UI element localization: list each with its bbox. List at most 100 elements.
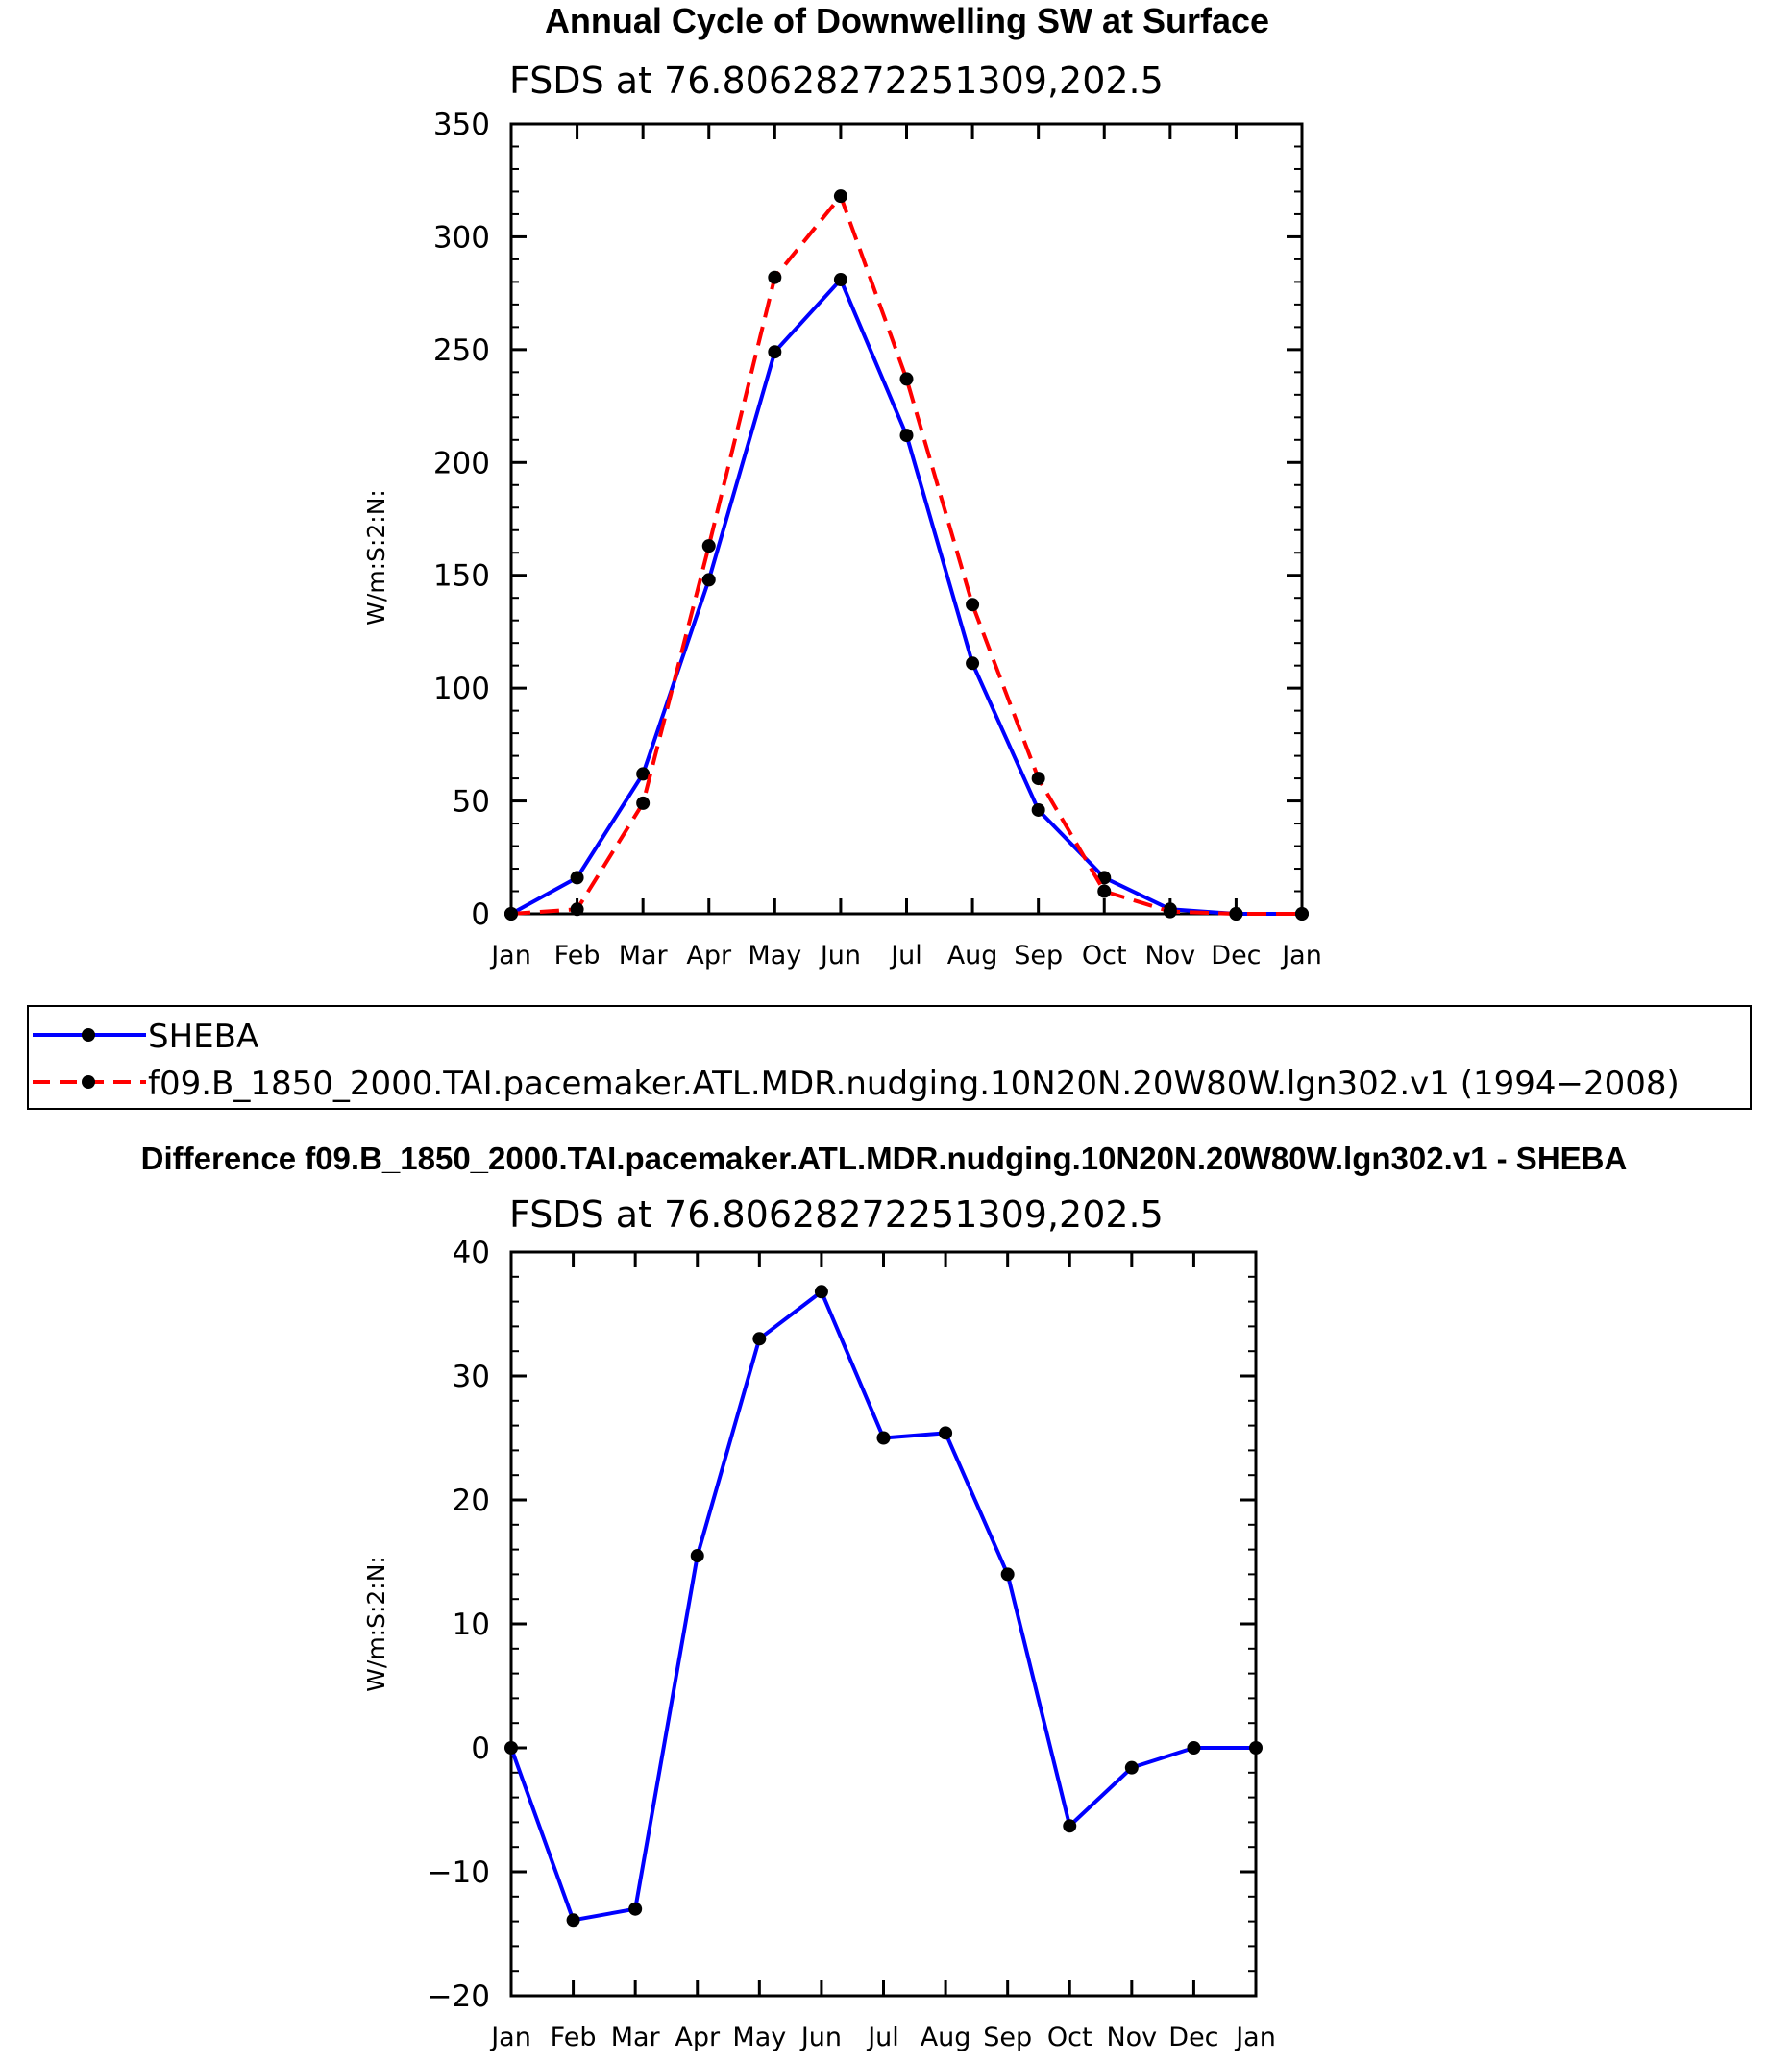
series-0-point [1249, 1741, 1263, 1755]
series-0-point [752, 1332, 767, 1346]
chart-1-series [504, 189, 1309, 921]
x-tick-label: Jan [489, 941, 531, 970]
series-1-point [1163, 904, 1177, 919]
y-tick-label: −20 [428, 1979, 490, 2014]
y-tick-label: 350 [433, 108, 490, 142]
x-tick-label: Dec [1211, 941, 1261, 970]
series-0-point [1000, 1567, 1015, 1582]
chart-1-y-axis-label: W/m:S:2:N: [362, 489, 390, 626]
series-1-point [1229, 907, 1243, 921]
legend-label-sheba: SHEBA [148, 1018, 258, 1056]
series-1-point [504, 907, 518, 921]
series-0-point [939, 1426, 953, 1440]
series-1-point [570, 902, 584, 917]
x-tick-label: Feb [551, 2023, 597, 2052]
y-tick-label: −10 [428, 1855, 490, 1890]
series-1-point [833, 189, 847, 204]
series-0-point [966, 656, 980, 671]
y-tick-label: 150 [433, 559, 490, 594]
series-0-point [504, 1741, 518, 1755]
x-tick-label: Sep [1014, 941, 1063, 970]
y-tick-label: 250 [433, 333, 490, 368]
series-1-point [899, 372, 914, 386]
y-tick-label: 30 [453, 1360, 490, 1394]
x-tick-label: May [748, 941, 801, 970]
x-tick-label: Oct [1047, 2023, 1092, 2052]
x-tick-label: Sep [983, 2023, 1032, 2052]
y-tick-label: 300 [433, 220, 490, 255]
legend-item-sheba: SHEBA [33, 1018, 258, 1056]
x-tick-label: Mar [611, 2023, 661, 2052]
x-tick-label: Jul [866, 2023, 899, 2052]
x-tick-label: Jun [799, 2023, 842, 2052]
y-tick-label: 50 [453, 785, 490, 820]
y-tick-label: 0 [471, 897, 490, 932]
chart-1-subtitle: FSDS at 76.80628272251309,202.5 [509, 60, 1164, 102]
series-0-point [566, 1913, 580, 1928]
x-tick-label: Mar [619, 941, 669, 970]
series-0-point [833, 273, 847, 287]
x-tick-label: Feb [554, 941, 601, 970]
series-1-point [1097, 884, 1112, 898]
chart-1-ticks [509, 122, 1304, 916]
x-tick-label: Apr [686, 941, 732, 970]
series-0-point [628, 1902, 643, 1916]
legend: SHEBA f09.B_1850_2000.TAI.pacemaker.ATL.… [27, 1005, 1752, 1110]
series-0-point [636, 767, 651, 781]
y-tick-label: 100 [433, 672, 490, 706]
x-tick-label: Apr [675, 2023, 721, 2052]
chart-2-x-tick-labels: Jan Feb Mar Apr May Jun Jul Aug Sep Oct Nov Dec Jan [489, 2023, 1276, 2052]
series-0-point [814, 1285, 828, 1299]
x-tick-label: Aug [947, 941, 998, 970]
x-tick-label: Jul [889, 941, 922, 970]
x-tick-label: Jan [1280, 941, 1322, 970]
chart-2: Difference f09.B_1850_2000.TAI.pacemaker… [141, 1141, 1628, 2052]
series-0-point [701, 573, 716, 587]
chart-1-x-tick-labels: Jan Feb Mar Apr May Jun Jul Aug Sep Oct Nov Dec Jan [489, 941, 1322, 970]
x-tick-label: Dec [1168, 2023, 1218, 2052]
chart-1-y-tick-labels: 0 50 100 150 200 250 300 350 [433, 108, 490, 932]
series-0-point [768, 345, 782, 359]
x-tick-label: Jun [819, 941, 861, 970]
y-tick-label: 40 [453, 1236, 490, 1270]
x-tick-label: Nov [1144, 941, 1195, 970]
y-tick-label: 0 [471, 1731, 490, 1766]
chart-2-title: Difference f09.B_1850_2000.TAI.pacemaker… [141, 1141, 1628, 1176]
chart-2-y-tick-labels: −20 −10 0 10 20 30 40 [428, 1236, 490, 2014]
y-tick-label: 20 [453, 1484, 490, 1518]
series-1-point [1295, 907, 1309, 921]
x-tick-label: May [732, 2023, 786, 2052]
series-0-point [1063, 1819, 1077, 1833]
legend-box [27, 1005, 1752, 1110]
y-tick-label: 200 [433, 446, 490, 480]
x-tick-label: Jan [489, 2023, 531, 2052]
chart-1: Annual Cycle of Downwelling SW at Surfac… [362, 1, 1322, 970]
chart-2-subtitle: FSDS at 76.80628272251309,202.5 [509, 1193, 1164, 1236]
series-0-point [1031, 802, 1045, 817]
x-tick-label: Jan [1234, 2023, 1276, 2052]
series-0-point [690, 1549, 704, 1563]
legend-item-model: f09.B_1850_2000.TAI.pacemaker.ATL.MDR.nu… [33, 1065, 1680, 1103]
series-1-point [636, 796, 651, 810]
chart-2-series [504, 1285, 1263, 1928]
series-0-point [899, 429, 914, 443]
series-0-point [876, 1431, 891, 1445]
series-1-point [701, 539, 716, 553]
series-0-point [1124, 1760, 1139, 1775]
legend-marker-sheba [82, 1028, 95, 1042]
chart-2-y-axis-label: W/m:S:2:N: [362, 1556, 390, 1692]
legend-label-model: f09.B_1850_2000.TAI.pacemaker.ATL.MDR.nu… [148, 1065, 1680, 1103]
series-0-point [570, 871, 584, 885]
x-tick-label: Oct [1082, 941, 1127, 970]
series-1-point [768, 270, 782, 284]
legend-marker-model [82, 1075, 95, 1089]
chart-1-title: Annual Cycle of Downwelling SW at Surfac… [545, 1, 1269, 40]
chart-2-ticks [509, 1250, 1258, 1998]
series-1-point [966, 598, 980, 612]
series-1-point [1031, 772, 1045, 786]
y-tick-label: 10 [453, 1608, 490, 1642]
x-tick-label: Aug [921, 2023, 971, 2052]
x-tick-label: Nov [1106, 2023, 1157, 2052]
series-0-point [1097, 871, 1112, 885]
